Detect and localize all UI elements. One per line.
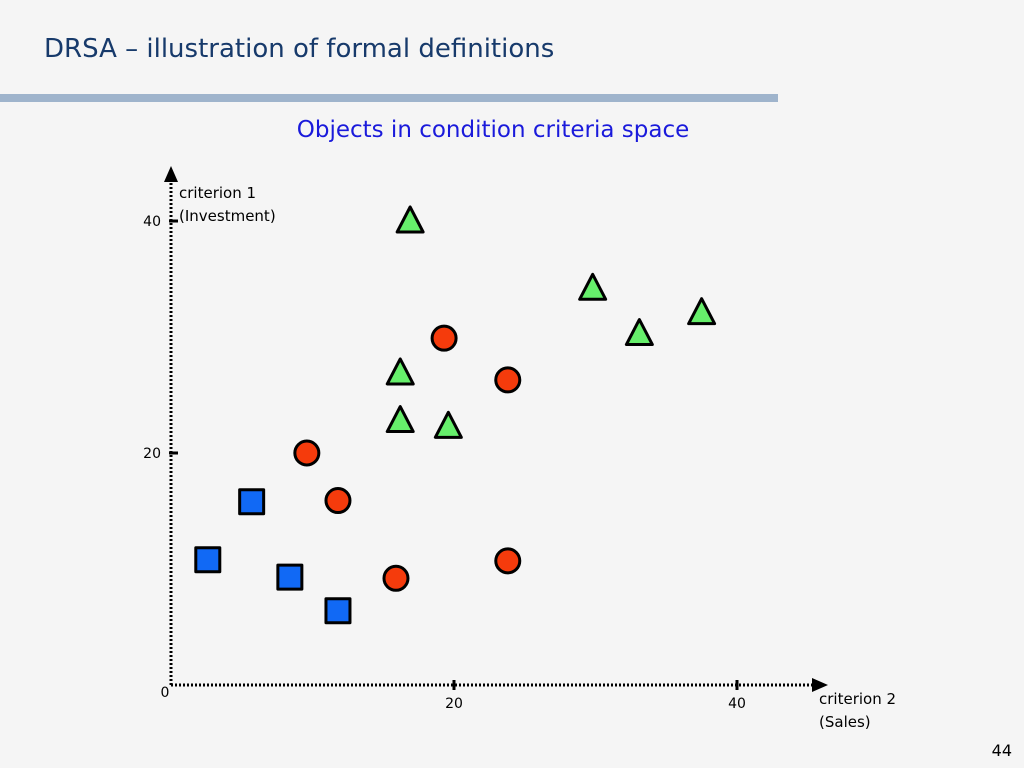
triangle-point <box>385 357 415 386</box>
square-point <box>324 597 352 625</box>
triangle-point <box>395 205 425 234</box>
chart-title: Objects in condition criteria space <box>297 117 690 143</box>
circle-point <box>293 439 321 467</box>
ticks-layer: 20 40 20 40 <box>143 214 746 712</box>
circle-point <box>382 564 410 592</box>
title-rule <box>0 94 778 102</box>
circle-point <box>430 324 458 352</box>
x-tick-label: 40 <box>728 696 746 712</box>
square-point <box>238 488 266 516</box>
circle-point <box>494 547 522 575</box>
triangle-point <box>433 410 463 439</box>
points-layer <box>194 205 717 625</box>
x-axis-label-line1: criterion 2 <box>819 690 896 708</box>
x-axis-label-line2: (Sales) <box>819 713 871 731</box>
x-tick-label: 20 <box>445 696 463 712</box>
origin-label: 0 <box>161 685 170 701</box>
circle-point <box>324 487 352 515</box>
triangle-point <box>385 405 415 434</box>
triangle-point <box>578 272 608 301</box>
slide-title: DRSA – illustration of formal definition… <box>44 34 555 64</box>
square-point <box>276 563 304 591</box>
y-axis-label-line1: criterion 1 <box>179 184 256 202</box>
x-axis-arrow <box>812 678 828 692</box>
triangle-point <box>624 318 654 347</box>
y-axis-label: criterion 1 (Investment) <box>179 184 276 225</box>
y-tick-label: 20 <box>143 446 161 462</box>
y-tick-label: 40 <box>143 214 161 230</box>
circle-point <box>494 366 522 394</box>
x-axis-label: criterion 2 (Sales) <box>819 690 901 731</box>
y-axis-label-line2: (Investment) <box>179 207 276 225</box>
y-axis-arrow <box>164 166 178 182</box>
square-point <box>194 546 222 574</box>
page-number: 44 <box>991 741 1012 760</box>
triangle-point <box>687 297 717 326</box>
